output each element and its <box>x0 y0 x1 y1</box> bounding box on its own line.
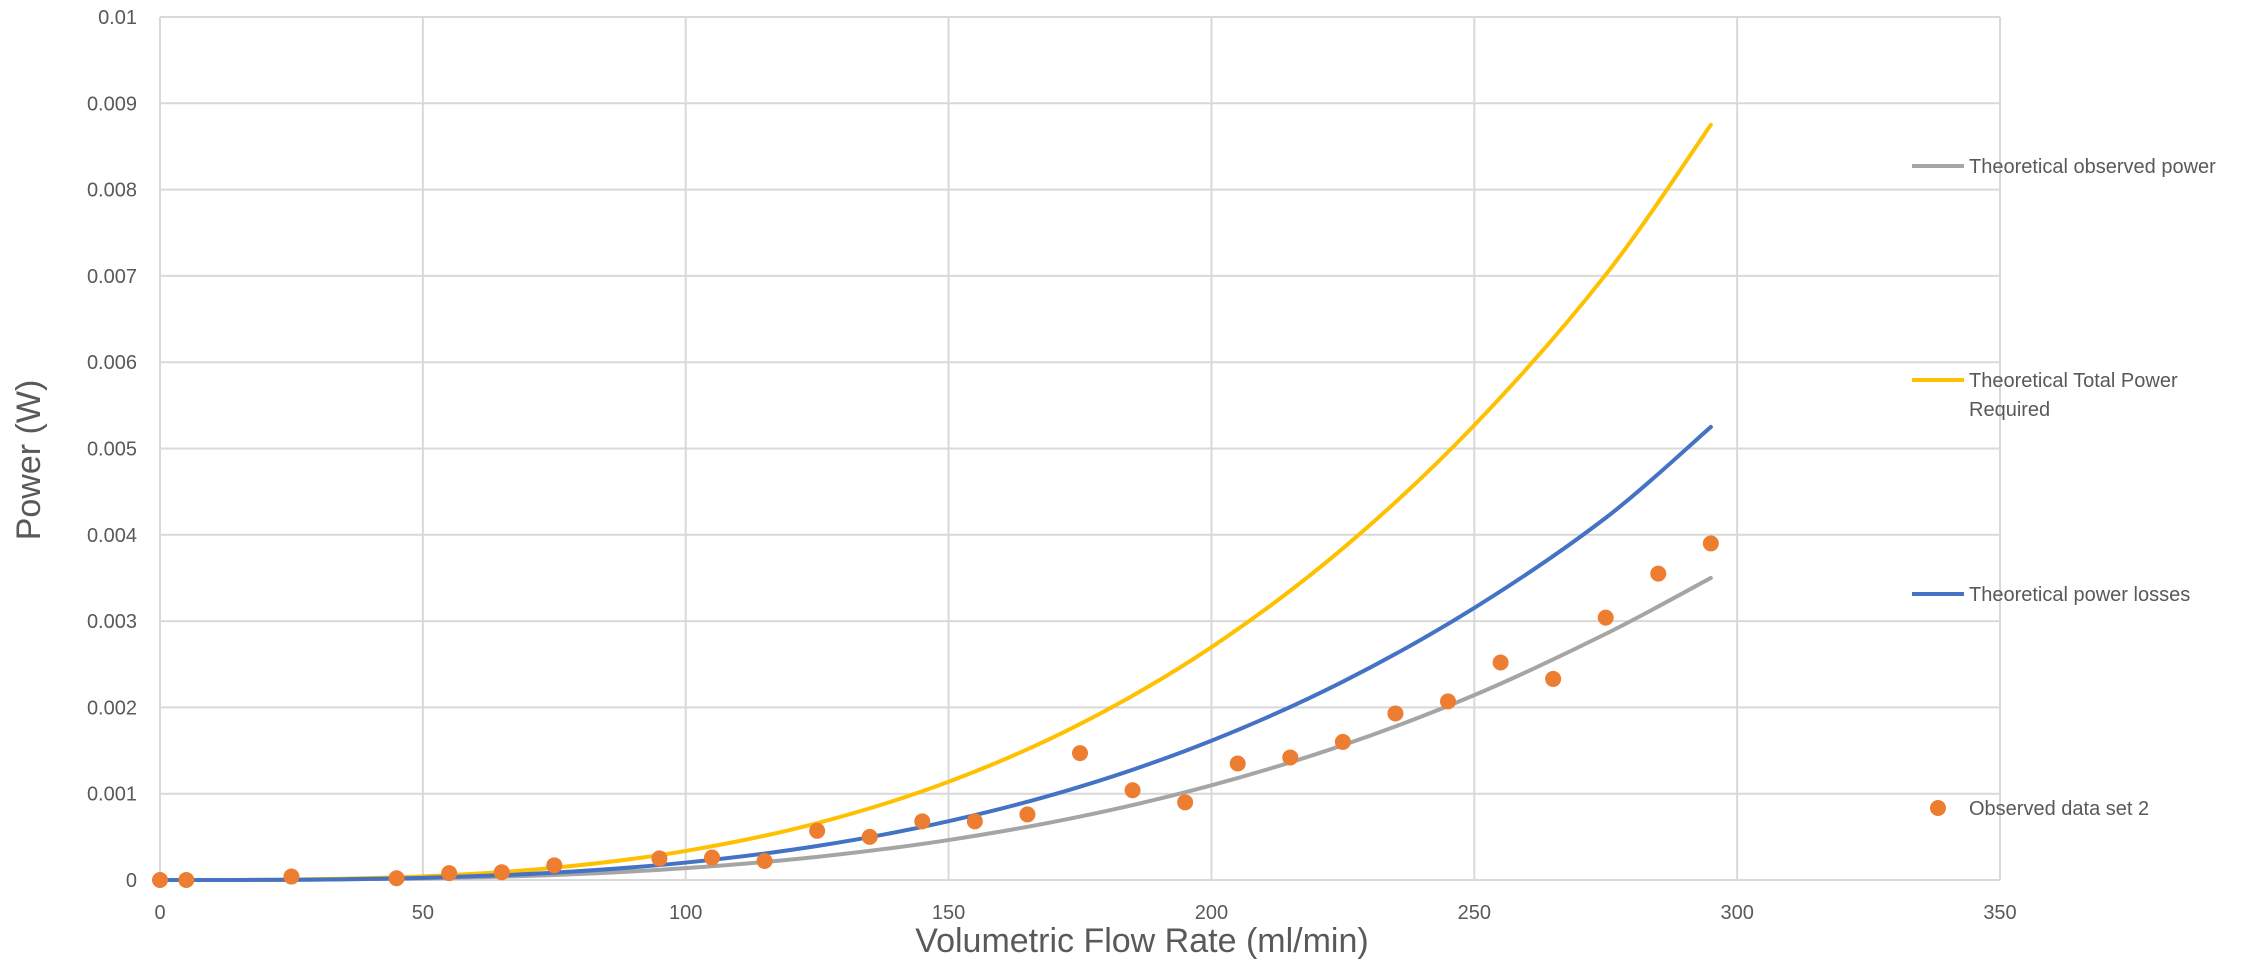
x-tick-label: 200 <box>1195 902 1228 924</box>
data-point <box>1019 806 1036 823</box>
data-point <box>152 872 168 888</box>
y-tick-labels: 0 0.001 0.002 0.003 0.004 0.005 0.006 0.007 0.00… <box>87 7 137 892</box>
series-layer <box>152 122 1719 888</box>
data-point <box>914 813 931 830</box>
y-axis-title: Power (W) <box>10 380 48 541</box>
y-tick-label: 0.004 <box>87 525 137 547</box>
y-tick-label: 0 <box>126 870 137 892</box>
legend-label: Theoretical power losses <box>1969 584 2190 606</box>
y-tick-label: 0.003 <box>87 611 137 633</box>
legend-item: Theoretical power losses <box>1912 584 2190 606</box>
x-tick-label: 300 <box>1720 902 1753 924</box>
series-line <box>158 122 1713 882</box>
data-point <box>178 872 195 888</box>
x-tick-label: 250 <box>1458 902 1491 924</box>
y-tick-label: 0.001 <box>87 784 137 806</box>
legend: Theoretical observed power Theoretical To… <box>1912 156 2216 820</box>
x-tick-labels: 0 50 100 150 200 250 300 350 <box>154 902 2016 924</box>
y-tick-label: 0.006 <box>87 352 137 374</box>
data-point <box>1492 654 1509 671</box>
y-tick-label: 0.008 <box>87 180 137 202</box>
series-line <box>158 424 1713 882</box>
data-point <box>809 822 826 839</box>
data-point <box>1072 745 1088 762</box>
y-tick-label: 0.005 <box>87 439 137 461</box>
x-tick-label: 350 <box>1983 902 2016 924</box>
data-point <box>704 849 720 866</box>
legend-item: Observed data set 2 <box>1930 798 2149 820</box>
data-point <box>1124 782 1141 799</box>
data-point <box>1597 609 1614 626</box>
x-axis-title: Volumetric Flow Rate (ml/min) <box>915 922 1368 960</box>
data-point <box>861 828 878 845</box>
legend-item: Theoretical Total Power Required <box>1912 370 2178 421</box>
data-point <box>1229 755 1246 772</box>
x-tick-label: 50 <box>412 902 434 924</box>
data-point <box>388 870 405 887</box>
data-point <box>1545 670 1562 687</box>
data-point <box>441 865 458 882</box>
x-tick-label: 100 <box>669 902 702 924</box>
grid <box>159 16 2001 881</box>
data-point <box>1650 565 1667 582</box>
data-point <box>1282 749 1299 766</box>
x-tick-label: 150 <box>932 902 965 924</box>
data-point <box>1177 794 1194 811</box>
y-tick-label: 0.01 <box>98 7 137 29</box>
data-point <box>1702 535 1719 552</box>
legend-label: Theoretical observed power <box>1969 156 2216 178</box>
y-tick-label: 0.009 <box>87 93 137 115</box>
data-point <box>651 850 668 867</box>
legend-label: Theoretical Total Power Required <box>1969 370 2178 421</box>
data-point <box>283 868 300 885</box>
y-tick-label: 0.007 <box>87 266 137 288</box>
legend-label: Observed data set 2 <box>1969 798 2149 820</box>
data-point <box>493 864 510 881</box>
data-point <box>1440 693 1456 710</box>
data-point <box>1387 705 1404 722</box>
data-point <box>756 853 773 870</box>
data-point <box>966 813 983 830</box>
series-line <box>158 575 1713 883</box>
x-tick-label: 0 <box>154 902 165 924</box>
y-tick-label: 0.002 <box>87 697 137 719</box>
legend-marker-swatch <box>1930 800 1946 816</box>
data-point <box>1334 733 1351 750</box>
data-point <box>546 857 563 874</box>
legend-item: Theoretical observed power <box>1912 156 2216 178</box>
